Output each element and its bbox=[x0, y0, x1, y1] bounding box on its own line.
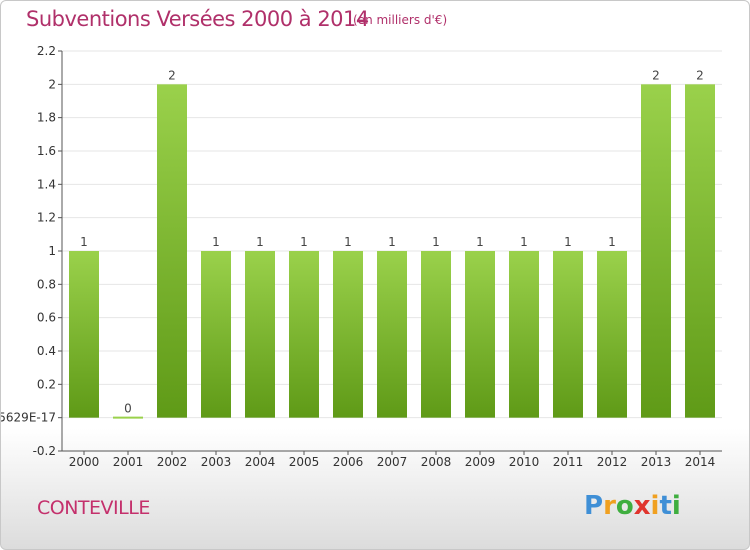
y-tick-label: 0.2 bbox=[37, 377, 56, 391]
x-tick-label: 2000 bbox=[69, 455, 100, 469]
bar bbox=[333, 251, 363, 418]
bar bbox=[377, 251, 407, 418]
data-label: 1 bbox=[344, 235, 352, 249]
logo-letter: o bbox=[615, 491, 634, 521]
data-label: 1 bbox=[80, 235, 88, 249]
x-tick-label: 2004 bbox=[245, 455, 276, 469]
x-tick-label: 2010 bbox=[509, 455, 540, 469]
bar bbox=[157, 84, 187, 418]
data-label: 1 bbox=[300, 235, 308, 249]
proxiti-logo: Proxiti bbox=[584, 491, 681, 521]
bar bbox=[201, 251, 231, 418]
data-label: 1 bbox=[476, 235, 484, 249]
bar bbox=[685, 84, 715, 418]
y-tick-label: 2 bbox=[48, 77, 56, 91]
logo-letter: P bbox=[584, 491, 604, 521]
bar bbox=[69, 251, 99, 418]
data-label: 0 bbox=[124, 402, 132, 416]
x-tick-label: 2006 bbox=[333, 455, 364, 469]
bar bbox=[289, 251, 319, 418]
data-label: 2 bbox=[696, 68, 704, 82]
x-tick-label: 2014 bbox=[685, 455, 716, 469]
data-label: 1 bbox=[212, 235, 220, 249]
y-tick-label: 1 bbox=[48, 244, 56, 258]
x-tick-label: 2003 bbox=[201, 455, 232, 469]
y-tick-label: 1.8 bbox=[37, 111, 56, 125]
bar bbox=[421, 251, 451, 418]
data-label: 1 bbox=[564, 235, 572, 249]
commune-name: CONTEVILLE bbox=[37, 497, 150, 519]
x-tick-label: 2009 bbox=[465, 455, 496, 469]
data-label: 1 bbox=[388, 235, 396, 249]
logo-letter: r bbox=[603, 491, 616, 521]
y-tick-label: 1.2 bbox=[37, 211, 56, 225]
x-tick-label: 2002 bbox=[157, 455, 188, 469]
y-tick-label: 2.2 bbox=[37, 44, 56, 58]
data-label: 1 bbox=[432, 235, 440, 249]
y-tick-label: 1.4 bbox=[37, 177, 56, 191]
x-tick-label: 2013 bbox=[641, 455, 672, 469]
chart-unit-note: (en milliers d'€) bbox=[353, 13, 448, 27]
data-label: 1 bbox=[256, 235, 264, 249]
x-tick-label: 2011 bbox=[553, 455, 584, 469]
bar bbox=[245, 251, 275, 418]
data-label: 2 bbox=[168, 68, 176, 82]
chart-title: Subventions Versées 2000 à 2014 bbox=[26, 7, 369, 31]
bar bbox=[465, 251, 495, 418]
bar bbox=[597, 251, 627, 418]
y-tick-label: 0.4 bbox=[37, 344, 56, 358]
y-tick-label: 0.6 bbox=[37, 311, 56, 325]
data-label: 1 bbox=[520, 235, 528, 249]
logo-letter: t bbox=[659, 491, 672, 521]
x-tick-label: 2005 bbox=[289, 455, 320, 469]
logo-letter: x bbox=[633, 491, 651, 521]
y-tick-label: 1.6 bbox=[37, 144, 56, 158]
bar bbox=[553, 251, 583, 418]
x-tick-label: 2012 bbox=[597, 455, 628, 469]
logo-letter: i bbox=[671, 491, 681, 521]
data-label: 2 bbox=[652, 68, 660, 82]
data-label: 1 bbox=[608, 235, 616, 249]
x-tick-label: 2001 bbox=[113, 455, 144, 469]
y-tick-label: -0.2 bbox=[33, 444, 56, 458]
x-tick-label: 2007 bbox=[377, 455, 408, 469]
logo-letter: i bbox=[650, 491, 660, 521]
bar bbox=[641, 84, 671, 418]
y-tick-label: -15629E-17 bbox=[1, 411, 56, 425]
bar bbox=[509, 251, 539, 418]
x-tick-label: 2008 bbox=[421, 455, 452, 469]
y-tick-label: 0.8 bbox=[37, 277, 56, 291]
